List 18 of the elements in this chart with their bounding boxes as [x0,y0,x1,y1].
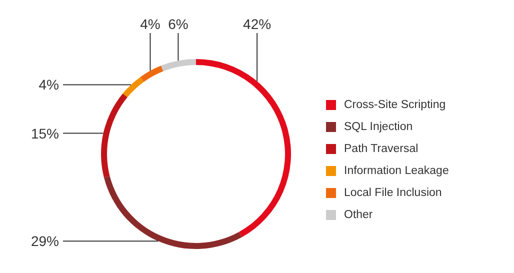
legend-label: Path Traversal [344,143,418,155]
legend-label: Other [344,209,373,221]
donut-slice [101,93,128,178]
data-label: 29% [30,233,59,250]
legend-label: Information Leakage [344,165,449,177]
donut-slice [140,66,164,82]
donut-slice [104,176,242,249]
legend-label: Local File Inclusion [344,187,442,199]
data-label: 15% [30,125,59,142]
legend-label: SQL Injection [344,121,413,133]
data-label: 4% [38,76,59,93]
donut-slice [122,77,144,98]
donut-slice [161,59,196,72]
data-label: 4% [140,16,160,32]
data-label: 42% [243,16,272,32]
data-label: 6% [168,16,188,32]
legend-label: Cross-Site Scripting [344,99,446,111]
donut-slice [196,59,291,238]
